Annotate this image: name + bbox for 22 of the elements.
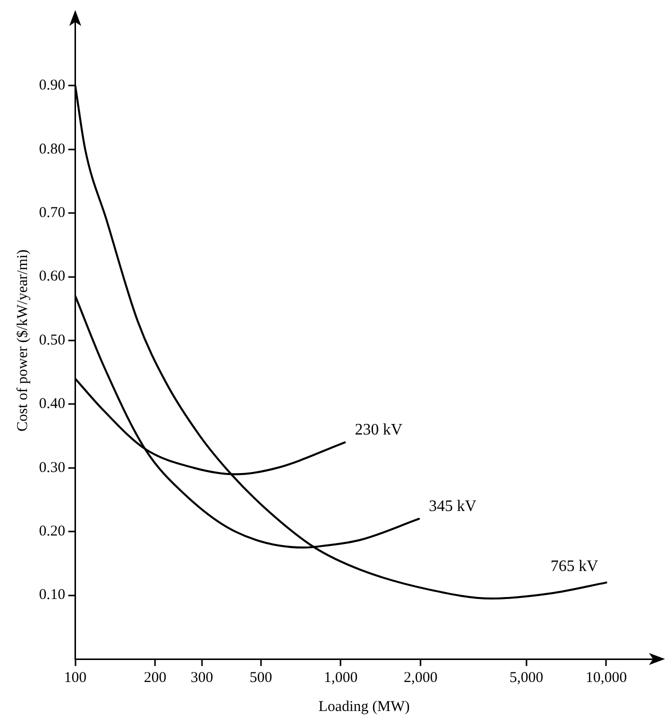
y-tick-label: 0.60 xyxy=(39,268,66,285)
series-label: 765 kV xyxy=(550,558,599,575)
x-tick-label: 2,000 xyxy=(404,670,438,686)
series-label: 230 kV xyxy=(354,422,403,439)
x-tick-label: 5,000 xyxy=(509,670,544,686)
y-axis-title: Cost of power ($/kW/year/mi) xyxy=(14,249,31,432)
y-tick-label: 0.10 xyxy=(39,587,66,604)
y-tick-label: 0.80 xyxy=(39,141,66,158)
x-tick-label: 500 xyxy=(250,670,272,686)
x-tick-label: 200 xyxy=(144,670,166,686)
y-tick-label: 0.40 xyxy=(39,396,66,412)
y-tick-label: 0.90 xyxy=(39,78,66,94)
y-tick-label: 0.70 xyxy=(39,205,66,222)
y-tick-label: 0.30 xyxy=(39,460,66,476)
x-tick-label: 1,000 xyxy=(324,670,358,686)
x-tick-label: 10,000 xyxy=(586,670,627,686)
x-axis-title: Loading (MW) xyxy=(318,698,410,715)
y-tick-label: 0.20 xyxy=(39,524,66,540)
x-tick-label: 300 xyxy=(190,670,214,686)
x-tick-label: 100 xyxy=(64,670,86,686)
y-tick-label: 0.50 xyxy=(39,332,66,348)
series-label: 345 kV xyxy=(428,498,477,516)
